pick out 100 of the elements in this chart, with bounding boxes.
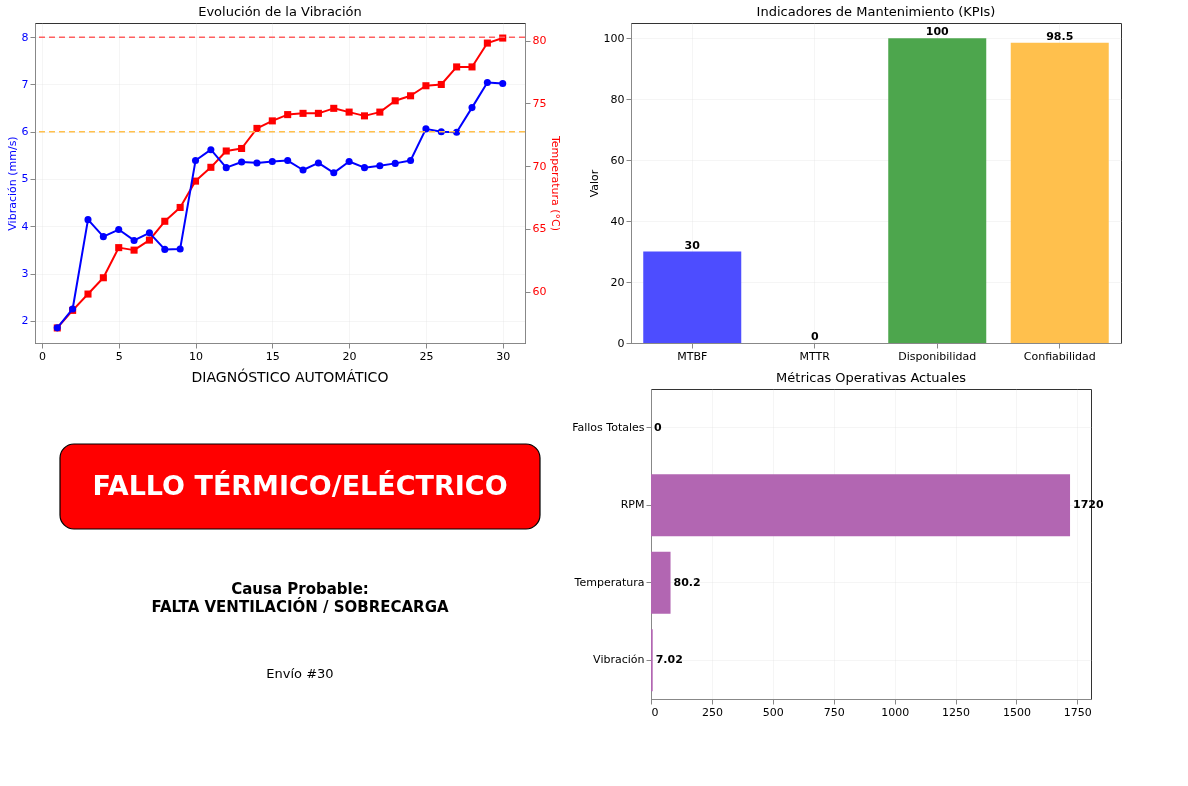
y-tick-label: 5 — [21, 172, 29, 186]
x-tick-label: Disponibilidad — [898, 349, 977, 363]
point — [360, 164, 369, 172]
y-tick-label: 80 — [610, 92, 625, 106]
chart-title: Evolución de la Vibración — [198, 4, 362, 19]
text: Causa Probable: FALTA VENTILACIÓN / SOBRECARGA — [151, 580, 449, 616]
point — [330, 169, 338, 177]
x-tick-label: 250 — [701, 705, 723, 719]
point — [222, 147, 230, 155]
y-tick-label: Fallos Totales — [572, 420, 645, 434]
point — [391, 97, 399, 105]
y2-axis-title: Temperatura (°C) — [549, 134, 563, 232]
x-tick-label: 1750 — [1063, 705, 1092, 719]
point — [468, 104, 476, 112]
point — [191, 157, 200, 165]
point — [468, 63, 476, 71]
y2-tick-label: 80 — [532, 34, 547, 48]
point — [483, 39, 491, 47]
y-tick-label: 4 — [21, 219, 29, 233]
point — [222, 164, 230, 172]
text: Envío #30 — [266, 666, 334, 681]
x-tick-label: Confiabilidad — [1023, 349, 1096, 363]
point — [453, 128, 461, 136]
point — [115, 244, 123, 252]
bar — [651, 551, 671, 614]
point — [407, 92, 415, 100]
x-tick-label: 1250 — [942, 705, 971, 719]
point — [314, 159, 322, 167]
point — [130, 236, 138, 244]
bar — [1010, 42, 1109, 343]
data-label: 98.5 — [1046, 29, 1074, 43]
y-tick-label: Temperatura — [573, 575, 645, 589]
point — [238, 144, 246, 153]
point — [268, 117, 276, 125]
point — [207, 146, 215, 154]
data-label: 30 — [684, 238, 701, 252]
data-label: 7.02 — [655, 653, 683, 667]
point — [176, 203, 184, 212]
x-tick-label: 30 — [496, 349, 511, 363]
point — [345, 108, 353, 116]
y2-tick-label: 75 — [532, 96, 547, 110]
point — [360, 112, 369, 120]
x-tick-label: MTTR — [799, 349, 831, 363]
bar — [651, 474, 1071, 537]
data-label: 100 — [925, 25, 950, 39]
point — [99, 233, 107, 241]
y-axis-title: Valor — [587, 169, 601, 198]
point — [483, 79, 491, 87]
point — [115, 226, 123, 234]
point — [499, 79, 507, 88]
point — [284, 157, 292, 165]
y-tick-label: 8 — [21, 30, 29, 44]
point — [145, 236, 153, 244]
text: FALLO TÉRMICO/ELÉCTRICO — [92, 470, 508, 501]
point — [145, 229, 153, 237]
point — [376, 108, 384, 116]
point — [176, 245, 184, 253]
point — [314, 109, 322, 117]
x-tick-label: 500 — [762, 705, 784, 719]
data-label: 0 — [654, 420, 662, 434]
y-tick-label: 3 — [21, 267, 29, 281]
y2-tick-label: 60 — [532, 285, 547, 299]
point — [299, 166, 307, 174]
point — [422, 125, 430, 133]
y-tick-label: 0 — [617, 336, 625, 350]
y-tick-label: 40 — [610, 214, 625, 228]
point — [253, 159, 261, 167]
y-tick-label: 2 — [21, 314, 29, 328]
x-tick-label: 10 — [189, 349, 204, 363]
point — [207, 163, 215, 171]
point — [253, 124, 261, 132]
y-tick-label: 7 — [21, 77, 29, 91]
y-tick-label: Vibración — [593, 653, 645, 667]
x-tick-label: 1500 — [1002, 705, 1031, 719]
point — [345, 157, 353, 166]
point — [284, 111, 292, 119]
y2-tick-label: 70 — [532, 159, 547, 173]
y-tick-label: 20 — [610, 275, 625, 289]
bar — [643, 251, 742, 343]
x-tick-label: 20 — [342, 349, 357, 363]
chart-title: Indicadores de Mantenimiento (KPIs) — [756, 4, 996, 19]
y-tick-label: 60 — [610, 153, 625, 167]
point — [130, 246, 138, 254]
x-tick-label: 25 — [419, 349, 434, 363]
point — [161, 245, 169, 253]
point — [268, 157, 276, 166]
y-tick-label: RPM — [620, 498, 645, 512]
point — [84, 216, 92, 224]
point — [299, 109, 307, 117]
point — [422, 82, 430, 90]
x-tick-label: MTBF — [677, 349, 708, 363]
text: DIAGNÓSTICO AUTOMÁTICO — [191, 368, 389, 385]
point — [161, 217, 169, 225]
x-tick-label: 750 — [823, 705, 845, 719]
chart-title: Métricas Operativas Actuales — [776, 370, 967, 385]
x-tick-label: 0 — [38, 349, 46, 363]
point — [376, 162, 384, 170]
point — [437, 80, 445, 89]
point — [84, 290, 92, 298]
y-tick-label: 6 — [21, 125, 29, 139]
